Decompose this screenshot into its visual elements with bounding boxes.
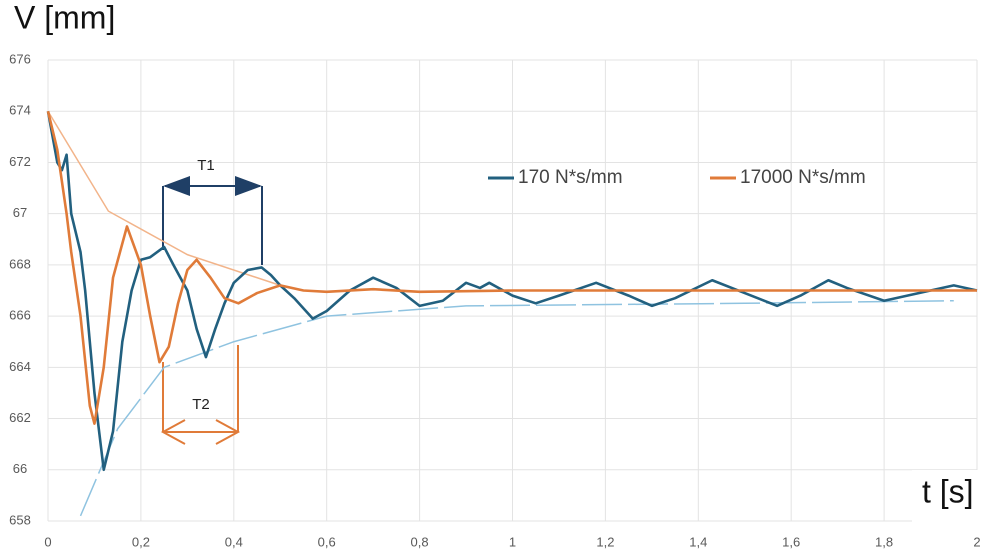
- y-tick-label: 67: [13, 205, 27, 220]
- legend-label: 17000 N*s/mm: [740, 167, 866, 188]
- y-tick-label: 658: [9, 512, 31, 527]
- series-line: [46, 110, 977, 425]
- y-tick-label: 676: [9, 51, 31, 66]
- x-axis-label: t [s]: [922, 473, 974, 509]
- x-tick-label: 2: [973, 534, 980, 549]
- y-tick-label: 672: [9, 154, 31, 169]
- x-tick-label: 1,4: [689, 534, 707, 549]
- legend-label: 170 N*s/mm: [518, 167, 623, 188]
- label-background: [912, 470, 982, 525]
- y-tick-label: 666: [9, 308, 31, 323]
- series-line: [46, 110, 978, 472]
- y-tick-label: 662: [9, 410, 31, 425]
- y-axis-label: V [mm]: [14, 0, 115, 35]
- envelope-line: [79, 299, 954, 517]
- y-tick-label: 66: [13, 461, 27, 476]
- x-tick-label: 1,2: [596, 534, 614, 549]
- y-tick-label: 664: [9, 359, 31, 374]
- x-tick-label: 0: [44, 534, 51, 549]
- envelope-line: [47, 110, 281, 287]
- x-tick-label: 0,2: [132, 534, 150, 549]
- x-tick-label: 1: [509, 534, 516, 549]
- x-tick-label: 1,6: [782, 534, 800, 549]
- y-tick-label: 668: [9, 256, 31, 271]
- y-tick-label: 674: [9, 103, 31, 118]
- annotation-label: T2: [192, 396, 210, 413]
- annotation-label: T1: [197, 157, 215, 174]
- x-tick-label: 0,6: [318, 534, 336, 549]
- x-tick-label: 1,8: [875, 534, 893, 549]
- x-tick-label: 0,8: [411, 534, 429, 549]
- annotation-t1: [162, 176, 263, 265]
- x-tick-label: 0,4: [225, 534, 243, 549]
- annotation-t2: [160, 345, 241, 445]
